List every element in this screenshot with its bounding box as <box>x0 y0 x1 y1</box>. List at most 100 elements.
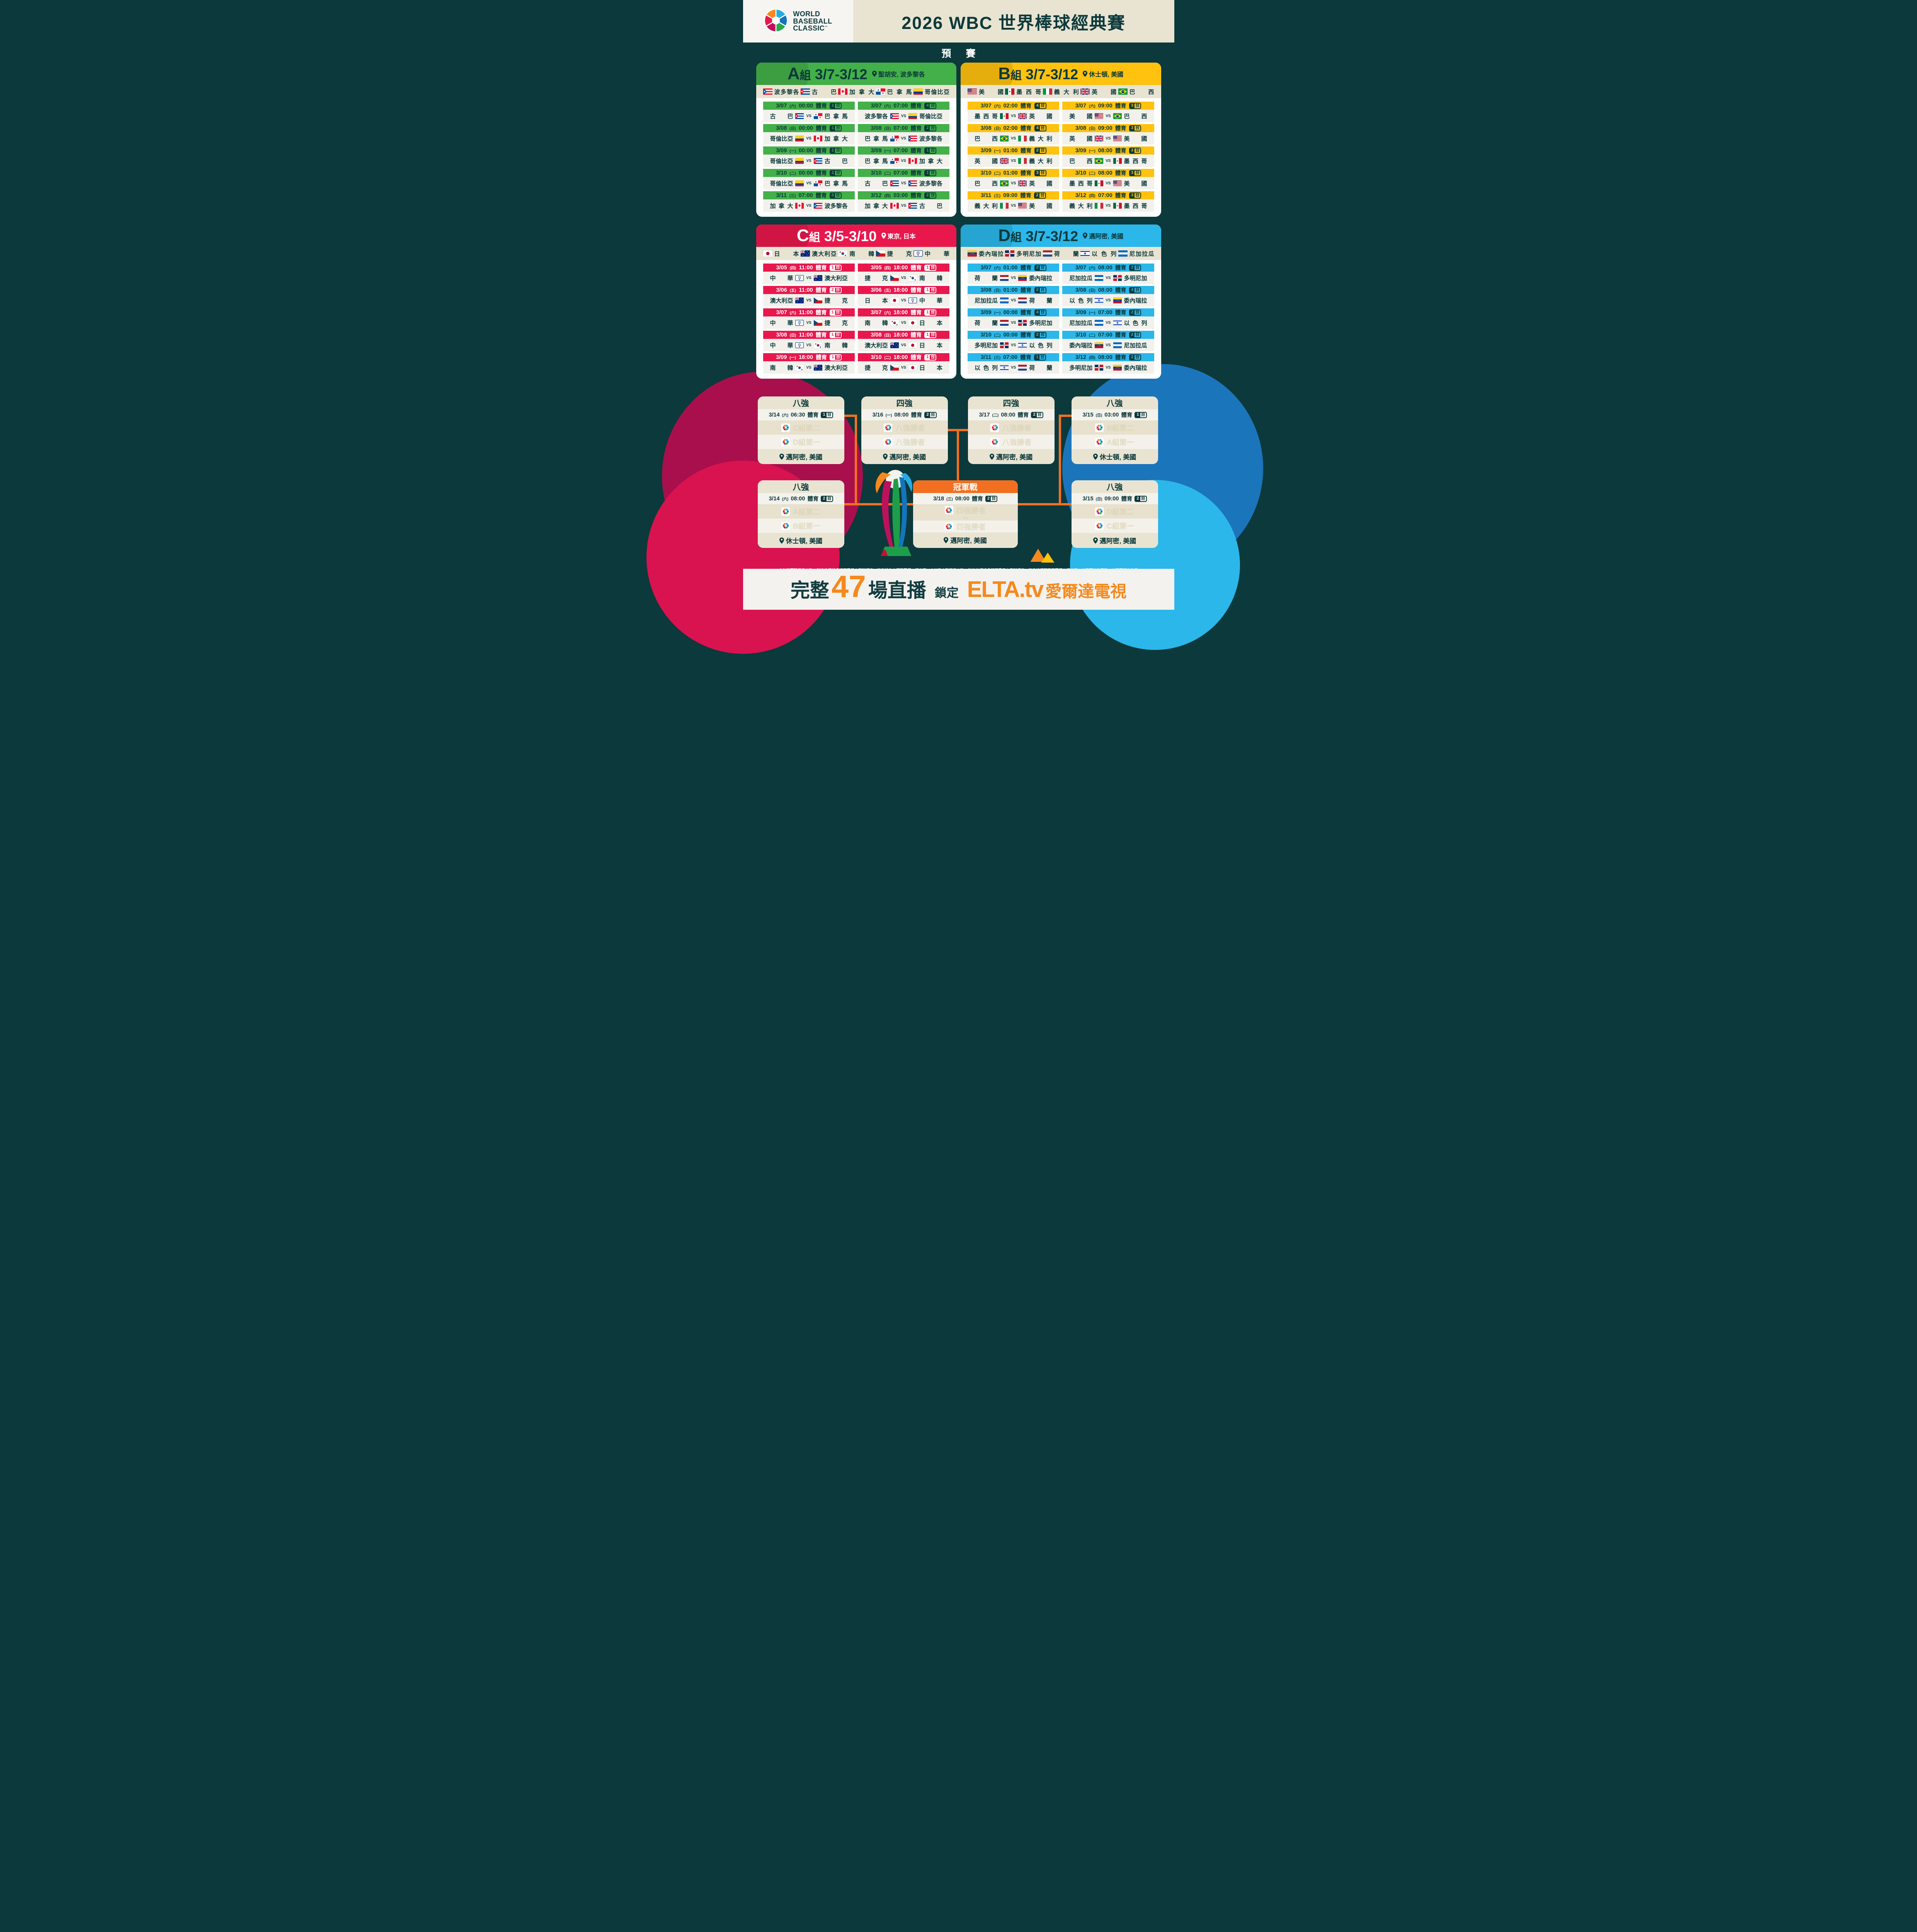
flag-NI-icon <box>1095 275 1104 281</box>
channel-suffix: 台 <box>1040 148 1045 153</box>
game-weekday: (二) <box>994 333 1001 338</box>
team-name: 英國 <box>1029 180 1053 187</box>
flag-KR-icon <box>795 364 804 371</box>
game-date: 3/18 <box>933 495 944 502</box>
game-weekday: (六) <box>789 311 796 315</box>
flag-CU-icon <box>908 202 917 209</box>
round-title: 八強 <box>1106 399 1123 408</box>
team-name: 多明尼加 <box>1124 275 1147 282</box>
round-location: 邁阿密, 美國 <box>968 449 1055 464</box>
team-name: 以色列 <box>1092 250 1117 257</box>
wbc-logo-tile <box>781 507 790 516</box>
team-name: 委內瑞拉 <box>1124 297 1147 304</box>
group-header-D: D組 3/7-3/12 邁阿密, 美國 <box>961 224 1161 247</box>
flag-PA-icon <box>890 135 899 141</box>
flag-CA-icon <box>795 202 804 209</box>
channel-number: 1 <box>1135 412 1140 417</box>
team-name: 古巴 <box>864 180 888 187</box>
team-name: 尼加拉瓜 <box>1124 342 1147 349</box>
vs-label: VS <box>1106 181 1111 185</box>
flag-GB-icon <box>1018 113 1027 119</box>
vs-label: VS <box>1010 136 1016 141</box>
game-cell: 3/11 (三) 09:00 體育 2 台 義大利 VS 美國 <box>968 191 1060 212</box>
game-matchup: 哥倫比亞 VS 巴拿馬 <box>763 177 855 189</box>
group-title: A組 3/7-3/12 <box>787 64 867 83</box>
game-schedule: 3/08 (日) 02:00 體育 4 台 <box>968 124 1060 132</box>
channel-number: 2 <box>1135 496 1140 501</box>
group-title: B組 3/7-3/12 <box>998 64 1078 83</box>
game-cell: 3/12 (四) 07:00 體育 3 台 義大利 VS 墨西哥 <box>1062 191 1154 212</box>
game-time: 08:00 <box>791 495 805 502</box>
vs-label: VS <box>1010 298 1016 303</box>
game-cell: 3/07 (六) 08:00 體育 2 台 尼加拉瓜 VS 多明尼加 <box>1062 264 1154 284</box>
game-schedule: 3/08 (日) 00:00 體育 1 台 <box>763 124 855 132</box>
group-games-grid: 3/05 (四) 11:00 體育 1 台 中華 VS 澳大利亞 3/05 (四) 18:00… <box>756 260 957 379</box>
flag-DO-icon <box>1000 342 1009 348</box>
team-name: 波多黎各 <box>919 180 943 187</box>
channel-number: 1 <box>830 126 835 131</box>
game-time: 00:00 <box>798 102 813 109</box>
round-title: 四強 <box>1003 399 1019 408</box>
flag-MX-icon <box>1095 180 1104 186</box>
wbc-2026-schedule-poster: { "colors":{"dark_teal":"#0C393B","beige… <box>646 0 1263 654</box>
channel-suffix: 台 <box>1135 355 1140 359</box>
game-time: 09:00 <box>1098 102 1112 109</box>
game-matchup: 哥倫比亞 VS 加拿大 <box>763 132 855 145</box>
flag-NL-icon <box>1018 297 1027 303</box>
wbc-pinwheel-icon <box>1096 508 1103 515</box>
channel-suffix: 台 <box>1135 148 1140 153</box>
logo-line: WORLD <box>793 10 820 18</box>
game-time: 08:00 <box>894 412 909 418</box>
game-weekday: (日) <box>789 333 796 338</box>
channel-number: 2 <box>1032 412 1037 417</box>
game-time: 07:00 <box>893 147 908 154</box>
group-box-C: C組 3/5-3/10 東京, 日本 日本 澳大利亞 南韓 捷克 中華 3/05 (四) 1… <box>756 224 957 379</box>
game-time: 11:00 <box>799 264 813 271</box>
channel-suffix: 台 <box>930 332 935 337</box>
vs-label: VS <box>806 203 811 208</box>
channel-prefix: 體育 <box>815 332 827 338</box>
bracket-slot: C組第一 <box>1071 519 1158 533</box>
channel-suffix: 台 <box>930 355 935 359</box>
game-matchup: 尼加拉瓜 VS 以色列 <box>1062 316 1154 329</box>
game-time: 02:00 <box>1003 102 1018 109</box>
wbc-pinwheel-icon <box>764 8 788 32</box>
team-name: 捷克 <box>887 250 912 257</box>
team-name: 南韓 <box>919 275 943 282</box>
channel-suffix: 台 <box>1135 310 1140 315</box>
flag-US-icon <box>968 88 977 95</box>
channel-prefix: 體育 <box>815 287 827 294</box>
wbc-pinwheel-icon <box>946 507 953 514</box>
channel-prefix: 體育 <box>815 265 827 271</box>
channel-prefix: 體育 <box>1115 310 1126 316</box>
game-date: 3/09 <box>871 147 882 154</box>
flag-MX-icon <box>1113 202 1122 209</box>
game-weekday: (四) <box>884 194 891 198</box>
game-schedule: 3/08 (日) 18:00 體育 1 台 <box>857 331 949 339</box>
flag-CZ-icon <box>890 275 899 281</box>
team-name: 荷蘭 <box>1054 250 1079 257</box>
footer-text-complete: 完整 <box>790 580 829 601</box>
game-date: 3/09 <box>1075 147 1087 154</box>
game-cell: 3/08 (日) 09:00 體育 3 台 英國 VS 美國 <box>1062 124 1154 145</box>
game-schedule: 3/07 (六) 02:00 體育 4 台 <box>968 102 1060 110</box>
flag-PA-icon <box>813 180 822 186</box>
game-matchup: 荷蘭 VS 委內瑞拉 <box>968 272 1060 284</box>
channel-suffix: 台 <box>1141 496 1145 501</box>
game-date: 3/06 <box>871 287 882 293</box>
game-matchup: 以色列 VS 委內瑞拉 <box>1062 294 1154 306</box>
game-cell: 3/12 (四) 08:00 體育 2 台 多明尼加 VS 委內瑞拉 <box>1062 353 1154 374</box>
game-date: 3/09 <box>980 309 992 316</box>
game-schedule: 3/12 (四) 03:00 體育 2 台 <box>857 191 949 199</box>
game-time: 18:00 <box>893 264 908 271</box>
round-title: 八強 <box>793 483 809 492</box>
